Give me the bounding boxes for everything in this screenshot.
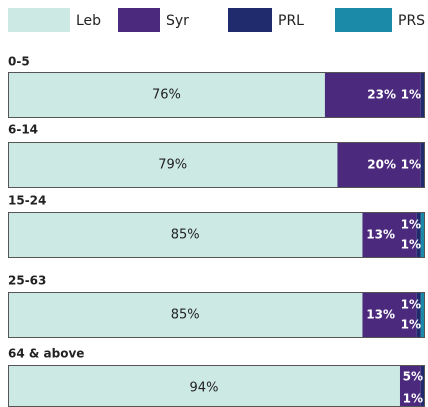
bar-outline — [8, 72, 425, 118]
category-label: 25-63 — [8, 274, 46, 288]
bar-segment — [420, 142, 425, 188]
legend-swatch — [228, 8, 272, 32]
bar-segment — [399, 365, 421, 407]
bar-outline — [8, 142, 425, 188]
value-label: 1% — [401, 238, 421, 252]
category-label: 6-14 — [8, 123, 38, 137]
value-label: 1% — [403, 392, 423, 406]
bar-segment — [420, 72, 425, 118]
value-label: 13% — [366, 228, 395, 242]
legend-label: PRS — [398, 13, 425, 29]
value-label: 85% — [171, 228, 200, 243]
value-label: 79% — [158, 158, 187, 173]
value-label: 5% — [403, 370, 423, 384]
category-label: 15-24 — [8, 194, 46, 208]
bar-segment — [8, 212, 363, 258]
legend-swatch — [8, 8, 70, 32]
value-label: 13% — [366, 308, 395, 322]
value-label: 85% — [171, 308, 200, 323]
legend-swatch — [335, 8, 392, 32]
bar-segment — [420, 292, 425, 338]
value-label: 1% — [401, 318, 421, 332]
value-label: 1% — [401, 298, 421, 312]
bar-segment — [416, 292, 421, 338]
bar-outline — [8, 212, 425, 258]
value-label: 20% — [367, 158, 396, 172]
value-label: 1% — [401, 88, 421, 102]
bar-segment — [324, 72, 421, 118]
value-label: 23% — [367, 88, 396, 102]
bar-segment — [337, 142, 421, 188]
value-label: 1% — [401, 158, 421, 172]
bar-segment — [420, 212, 425, 258]
legend-label: Syr — [166, 13, 189, 29]
bar-segment — [362, 292, 417, 338]
bar-outline — [8, 292, 425, 338]
value-label: 94% — [190, 381, 219, 396]
category-label: 64 & above — [8, 347, 84, 361]
category-label: 0-5 — [8, 55, 30, 69]
value-label: 1% — [401, 218, 421, 232]
legend-label: Leb — [76, 13, 101, 29]
bar-segment — [8, 142, 338, 188]
bar-segment — [8, 365, 400, 407]
bar-segment — [8, 292, 363, 338]
bar-segment — [362, 212, 417, 258]
bar-segment — [416, 212, 421, 258]
legend-label: PRL — [278, 13, 304, 29]
legend-swatch — [118, 8, 160, 32]
value-label: 76% — [152, 88, 181, 103]
bar-segment — [420, 365, 425, 407]
bar-segment — [8, 72, 325, 118]
